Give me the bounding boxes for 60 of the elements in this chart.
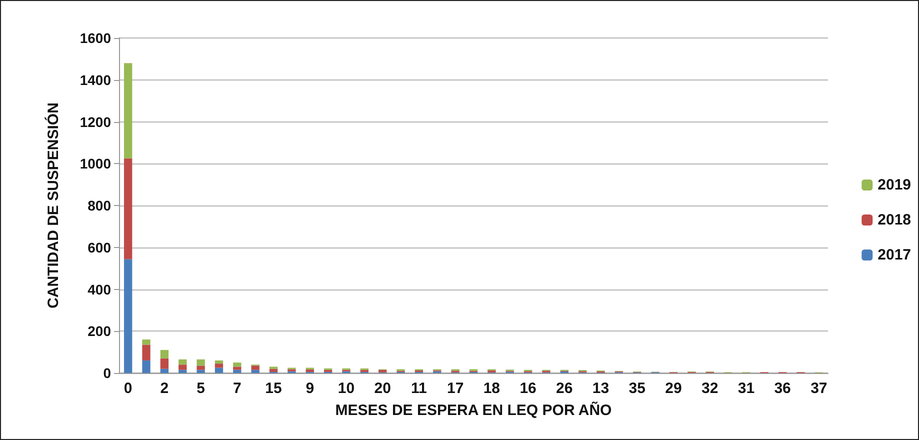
x-tick-label: 16 [520,380,536,397]
x-tick-label: 32 [701,380,718,397]
bar [233,362,242,367]
x-tick-label: 7 [232,380,242,397]
bar [251,366,260,370]
bar [124,158,132,260]
x-tick-label: 26 [556,380,573,397]
bar [160,358,169,369]
x-tick-label: 31 [738,380,755,397]
y-tick-label: 1400 [80,72,112,88]
y-tick-label: 200 [88,323,112,340]
x-tick-label: 13 [592,380,610,397]
x-tick-label: 35 [628,380,646,397]
x-tick-label: 10 [338,380,355,397]
x-tick-label: 29 [665,380,682,397]
bar [269,368,278,372]
x-tick-label: 15 [265,380,282,397]
bar [233,370,242,373]
x-tick-label: 20 [374,380,391,397]
x-tick-label: 11 [411,380,427,397]
y-tick-label: 1000 [80,156,112,172]
x-tick-label: 2 [160,380,169,397]
bar [124,63,132,158]
bar [196,359,205,366]
x-tick-label: 5 [196,380,205,397]
y-tick-label: 600 [88,239,112,256]
y-tick-label: 0 [103,365,112,381]
bar [178,370,187,373]
bar [214,368,224,373]
x-tick-label: 17 [446,380,464,397]
x-tick-label: 0 [124,380,132,397]
y-tick-label: 400 [88,281,112,298]
x-tick-label: 37 [810,380,828,397]
bar [178,364,187,370]
bar [160,350,169,358]
x-tick-label: 9 [306,380,314,397]
y-tick-label: 1200 [80,114,112,130]
x-tick-label: 18 [483,380,500,397]
bar [178,359,187,365]
bar [196,370,205,373]
bar [214,360,224,364]
bar [142,360,150,373]
bar [142,340,150,345]
bar [196,366,205,370]
bar [378,370,387,372]
bar [214,364,224,368]
bar [251,370,260,373]
y-axis-title: CANTIDAD DE SUSPENSIÓN [44,102,62,308]
bar [233,366,242,370]
legend-label: 2018 [878,212,912,228]
bar [142,344,150,360]
x-tick-label: 36 [774,380,791,397]
legend-label: 2019 [878,176,912,194]
bar [160,368,169,373]
legend-label: 2017 [878,246,912,264]
bar [124,259,132,373]
y-tick-label: 800 [88,198,112,214]
bar [306,369,314,372]
y-tick-label: 1600 [80,30,112,46]
x-axis-title: MESES DE ESPERA EN LEQ POR AÑO [335,401,612,419]
